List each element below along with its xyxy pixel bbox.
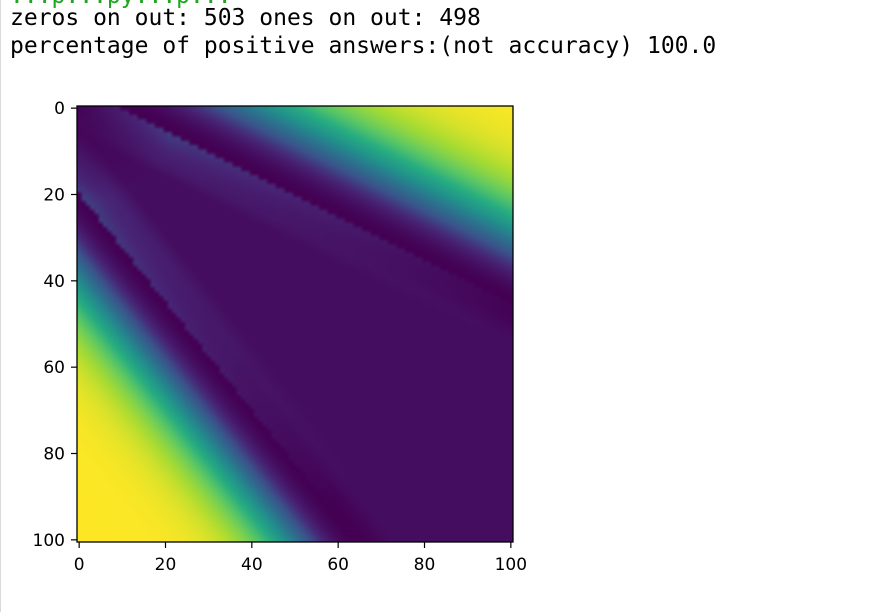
heatmap-image <box>77 106 513 542</box>
x-tick-label: 60 <box>327 555 349 575</box>
y-tick-label: 0 <box>54 99 65 119</box>
x-tick-label: 20 <box>155 555 177 575</box>
y-tick-label: 40 <box>43 272 65 292</box>
x-tick-label: 100 <box>495 555 527 575</box>
x-axis: 0 20 40 60 80 100 <box>74 542 527 575</box>
x-tick-label: 0 <box>74 555 85 575</box>
axes-frame <box>76 105 514 543</box>
output-partial-line: ...p...py...p... <box>10 0 232 10</box>
output-percentage-line: percentage of positive answers:(not accu… <box>10 33 717 59</box>
plot-area <box>76 105 514 543</box>
output-counts-line: zeros on out: 503 ones on out: 498 <box>10 5 481 31</box>
y-tick-label: 100 <box>33 531 65 551</box>
x-tick-label: 40 <box>241 555 263 575</box>
x-tick-label: 80 <box>414 555 436 575</box>
y-axis: 0 20 40 60 80 100 <box>33 99 77 551</box>
y-tick-label: 80 <box>43 445 65 465</box>
cell-border <box>0 0 1 612</box>
y-tick-label: 20 <box>43 185 65 205</box>
y-tick-label: 60 <box>43 358 65 378</box>
